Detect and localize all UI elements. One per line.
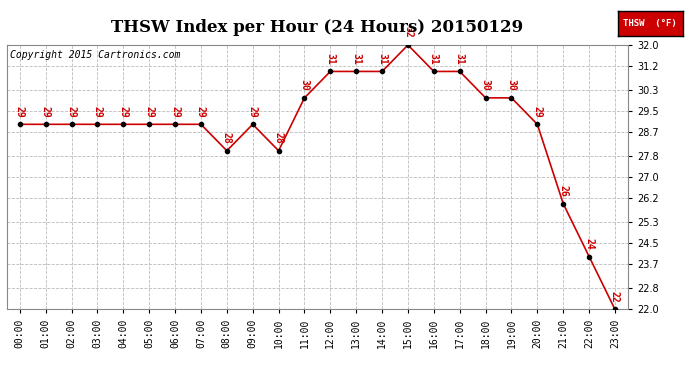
Text: 31: 31 (326, 53, 335, 64)
Text: 24: 24 (584, 238, 594, 249)
Text: 22: 22 (610, 291, 620, 302)
Text: 28: 28 (222, 132, 232, 144)
Text: 26: 26 (558, 185, 568, 196)
Text: 30: 30 (481, 79, 491, 91)
Text: THSW  (°F): THSW (°F) (624, 19, 677, 28)
Text: 29: 29 (41, 106, 50, 117)
Text: 29: 29 (533, 106, 542, 117)
Text: THSW Index per Hour (24 Hours) 20150129: THSW Index per Hour (24 Hours) 20150129 (111, 19, 524, 36)
Text: 29: 29 (196, 106, 206, 117)
Text: 31: 31 (455, 53, 464, 64)
Text: 29: 29 (92, 106, 102, 117)
Text: 32: 32 (403, 26, 413, 38)
Text: 29: 29 (170, 106, 180, 117)
Text: 29: 29 (119, 106, 128, 117)
Text: 31: 31 (377, 53, 387, 64)
Text: 29: 29 (248, 106, 257, 117)
Text: 28: 28 (274, 132, 284, 144)
Text: 31: 31 (429, 53, 439, 64)
Text: 31: 31 (351, 53, 361, 64)
Text: 29: 29 (144, 106, 154, 117)
Text: Copyright 2015 Cartronics.com: Copyright 2015 Cartronics.com (10, 50, 180, 60)
Text: 30: 30 (506, 79, 516, 91)
Text: 29: 29 (67, 106, 77, 117)
Text: 29: 29 (15, 106, 25, 117)
Text: 30: 30 (299, 79, 309, 91)
